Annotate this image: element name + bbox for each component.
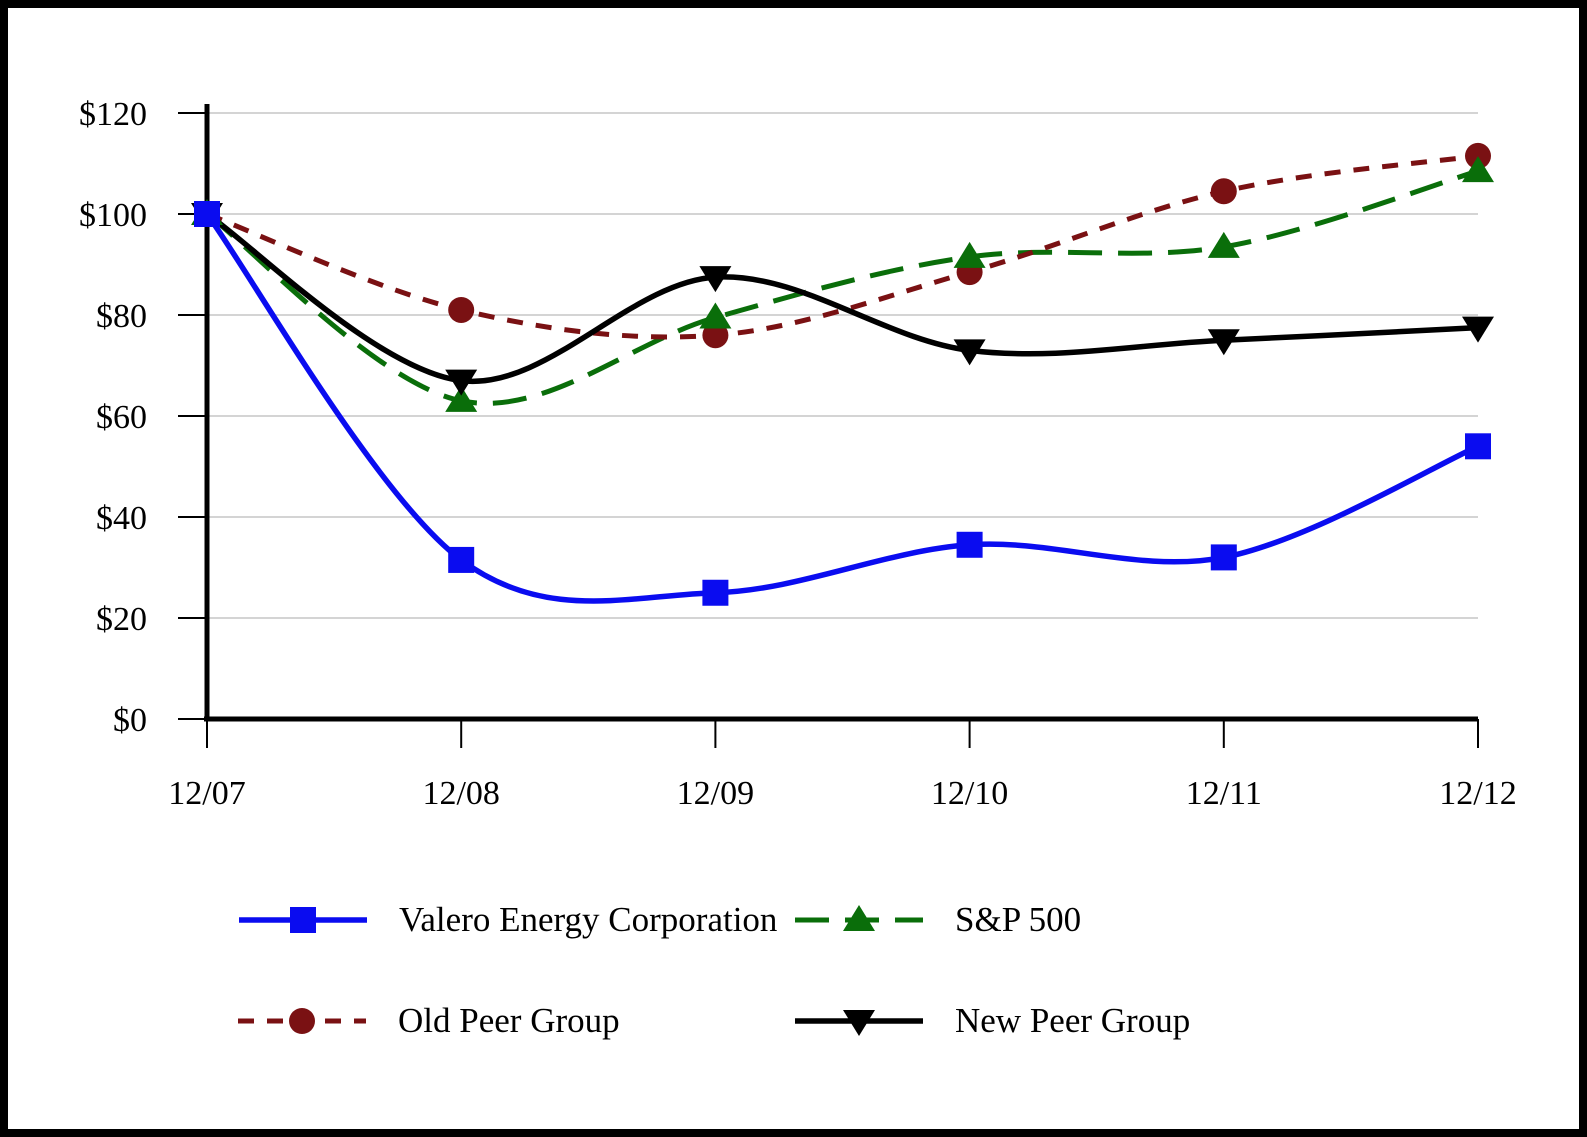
x-tick-label: 12/07 xyxy=(168,775,245,812)
data-point-marker xyxy=(956,531,983,558)
y-tick-label: $80 xyxy=(96,298,147,335)
series-line-sp500 xyxy=(205,168,1479,406)
x-tick-label: 12/08 xyxy=(422,775,499,812)
y-tick-label: $100 xyxy=(79,197,147,234)
data-point-marker xyxy=(1462,156,1494,183)
legend-item-sp500: S&P 500 xyxy=(793,897,1081,943)
data-point-marker xyxy=(1465,142,1491,169)
x-tick-label: 12/09 xyxy=(677,775,754,812)
data-point-marker xyxy=(445,369,478,396)
series-line-old-peer xyxy=(206,153,1479,340)
legend-label-new-peer-group: New Peer Group xyxy=(955,1001,1191,1040)
y-tick-label: $0 xyxy=(113,702,147,739)
data-point-marker xyxy=(953,339,986,366)
plot-area: $0 $20 $40 $60 $80 $100 $120 12/07 12/08 12/09 12/… xyxy=(79,96,1517,812)
data-point-marker xyxy=(699,302,732,329)
data-point-marker xyxy=(953,241,986,268)
sp500-line-key-icon xyxy=(795,905,923,931)
legend-item-new-peer-group: New Peer Group xyxy=(793,998,1190,1044)
data-point-marker xyxy=(445,385,478,412)
legend-key-marker xyxy=(290,907,316,933)
legend-key-marker xyxy=(289,1008,315,1034)
data-point-marker xyxy=(1465,433,1491,460)
legend-label-old-peer-group: Old Peer Group xyxy=(398,1001,620,1040)
data-point-marker xyxy=(702,579,729,606)
data-point-marker xyxy=(1462,316,1494,343)
legend-label-valero: Valero Energy Corporation xyxy=(399,900,778,939)
data-point-marker xyxy=(448,296,475,323)
data-point-marker xyxy=(699,266,732,293)
y-tick-label: $120 xyxy=(79,96,147,133)
data-point-marker xyxy=(1207,231,1240,258)
series-line-valero xyxy=(204,212,1480,604)
legend-item-old-peer-group: Old Peer Group xyxy=(236,998,620,1044)
data-point-marker xyxy=(702,322,729,349)
data-point-marker xyxy=(448,546,475,573)
legend-label-sp500: S&P 500 xyxy=(955,900,1082,939)
y-tick-label: $60 xyxy=(96,399,147,436)
x-tick-label: 12/12 xyxy=(1439,775,1516,812)
x-tick-label: 12/11 xyxy=(1186,775,1262,812)
data-point-marker xyxy=(1210,178,1237,205)
valero-line-key-icon xyxy=(239,907,367,933)
old-peer-group-line-key-icon xyxy=(238,1008,366,1034)
data-point-marker xyxy=(194,201,220,227)
legend-key-marker xyxy=(843,905,875,931)
data-point-marker xyxy=(1207,329,1240,356)
legend-item-valero: Valero Energy Corporation xyxy=(237,897,777,943)
new-peer-group-line-key-icon xyxy=(795,1010,923,1036)
y-tick-label: $40 xyxy=(96,500,147,537)
y-tick-label: $20 xyxy=(96,601,147,638)
legend-key-marker xyxy=(843,1010,875,1036)
series-line-new-peer xyxy=(205,211,1479,385)
x-tick-label: 12/10 xyxy=(931,775,1008,812)
data-point-marker xyxy=(1210,544,1237,571)
